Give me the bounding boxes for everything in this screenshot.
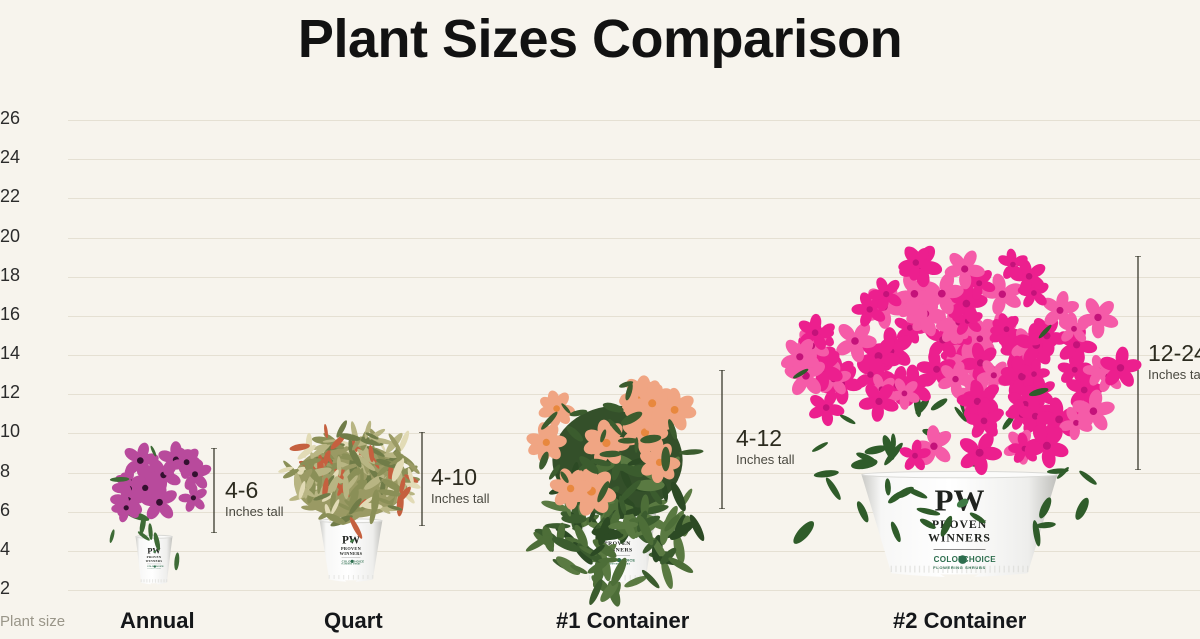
svg-text:CHOICE: CHOICE xyxy=(155,566,164,568)
svg-text:CHOICE: CHOICE xyxy=(352,559,364,563)
svg-text:WINNERS: WINNERS xyxy=(928,531,991,544)
svg-text:PROVEN: PROVEN xyxy=(147,555,162,559)
svg-text:WINNERS: WINNERS xyxy=(340,551,363,556)
svg-text:CHOICE: CHOICE xyxy=(962,555,995,564)
svg-text:FLOWERING SHRUBS: FLOWERING SHRUBS xyxy=(933,564,986,569)
svg-text:PROVEN: PROVEN xyxy=(341,546,362,551)
svg-text:WINNERS: WINNERS xyxy=(146,559,163,563)
svg-text:PW: PW xyxy=(934,482,984,517)
